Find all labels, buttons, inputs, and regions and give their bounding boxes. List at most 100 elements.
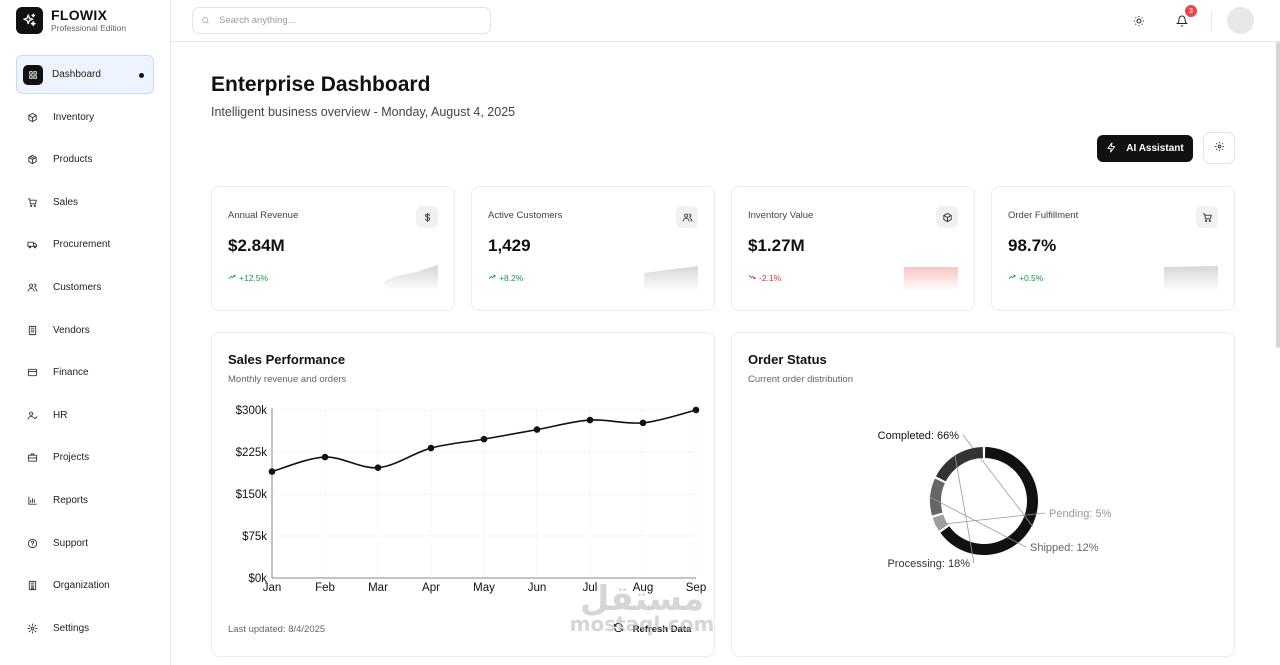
x-tick-label: May	[473, 582, 495, 594]
sidebar-item-hr[interactable]: HR	[16, 396, 154, 435]
data-point	[374, 464, 382, 471]
sparkles-icon	[16, 7, 43, 34]
kpi-change-value: +8.2%	[499, 273, 524, 283]
data-point	[427, 444, 435, 452]
order-status-donut-chart: Completed: 66% Pending: 5% Shipped: 12% Pro…	[878, 430, 1112, 570]
donut-label-completed: Completed: 66%	[878, 430, 960, 442]
sidebar-item-label: Inventory	[53, 111, 95, 123]
kpi-card-order-fulfillment[interactable]: Order Fulfillment 98.7% +0.5%	[991, 186, 1235, 311]
trend-up-icon	[228, 273, 236, 283]
avatar[interactable]	[1227, 7, 1254, 34]
kpi-sparkline	[644, 266, 698, 291]
data-point	[692, 406, 700, 414]
sidebar-item-vendors[interactable]: Vendors	[16, 311, 154, 350]
leader-line	[934, 512, 1046, 526]
kpi-change-value: +0.5%	[1019, 273, 1044, 283]
brand-name: FLOWIX	[51, 6, 108, 23]
sidebar: FLOWIX Professional Edition Dashboard Inv…	[0, 0, 171, 665]
search-input[interactable]	[219, 15, 479, 26]
sidebar-item-label: Organization	[53, 580, 110, 592]
sidebar-item-sales[interactable]: Sales	[16, 183, 154, 222]
data-point	[268, 468, 276, 475]
kpi-sparkline	[904, 267, 958, 291]
user-check-icon	[25, 408, 39, 422]
kpi-value: 1,429	[488, 236, 531, 255]
sidebar-item-settings[interactable]: Settings	[16, 609, 154, 648]
cart-icon	[25, 195, 39, 209]
sidebar-item-organization[interactable]: Organization	[16, 566, 154, 605]
active-indicator-dot	[139, 73, 144, 78]
brand-edition: Professional Edition	[51, 22, 127, 33]
page-subtitle: Intelligent business overview - Monday, …	[211, 105, 516, 119]
ai-assistant-label: AI Assistant	[1126, 143, 1184, 154]
scrollbar[interactable]	[1276, 42, 1280, 348]
brand[interactable]: FLOWIX Professional Edition	[16, 7, 126, 34]
gear-icon	[1214, 139, 1225, 157]
kpi-value: $2.84M	[228, 236, 285, 255]
grid-icon	[23, 64, 43, 85]
sidebar-item-customers[interactable]: Customers	[16, 268, 154, 307]
kpi-sparkline	[384, 265, 438, 291]
sidebar-item-label: Customers	[53, 281, 102, 293]
sidebar-item-procurement[interactable]: Procurement	[16, 225, 154, 264]
sidebar-item-label: Support	[53, 537, 89, 549]
kpi-label: Inventory Value	[748, 210, 814, 221]
sidebar-item-inventory[interactable]: Inventory	[16, 98, 154, 137]
bolt-icon	[1106, 141, 1117, 156]
divider	[1211, 11, 1212, 31]
ai-assistant-button[interactable]: AI Assistant	[1097, 135, 1193, 162]
sidebar-item-label: HR	[53, 409, 68, 421]
kpi-label: Annual Revenue	[228, 210, 299, 221]
sales-performance-card: Sales Performance Monthly revenue and or…	[211, 332, 715, 657]
sun-icon[interactable]	[1131, 13, 1147, 29]
topbar: 3	[171, 0, 1280, 42]
kpi-card-active-customers[interactable]: Active Customers 1,429 +8.2%	[471, 186, 715, 311]
donut-slice-pending	[932, 514, 949, 531]
search-box[interactable]	[192, 7, 491, 34]
sidebar-item-products[interactable]: Products	[16, 140, 154, 179]
office-icon	[25, 579, 39, 593]
settings-button[interactable]	[1203, 132, 1235, 164]
data-point	[480, 435, 488, 443]
box-icon	[936, 206, 958, 228]
donut-slice-processing	[935, 447, 984, 482]
sidebar-item-finance[interactable]: Finance	[16, 353, 154, 392]
bar-chart-icon	[25, 493, 39, 507]
y-tick-label: $75k	[242, 531, 267, 543]
sidebar-item-label: Finance	[53, 367, 89, 379]
kpi-change: +8.2%	[488, 273, 523, 283]
package-icon	[25, 153, 39, 167]
x-tick-label: Feb	[315, 582, 335, 594]
notification-badge: 3	[1185, 5, 1197, 17]
data-point	[586, 416, 594, 424]
sidebar-item-reports[interactable]: Reports	[16, 481, 154, 520]
kpi-label: Order Fulfillment	[1008, 210, 1079, 221]
kpi-label: Active Customers	[488, 210, 563, 221]
x-tick-label: Jan	[263, 582, 282, 594]
gear-icon	[25, 621, 39, 635]
sidebar-item-dashboard[interactable]: Dashboard	[16, 55, 154, 94]
y-tick-label: $150k	[236, 489, 268, 501]
kpi-card-annual-revenue[interactable]: Annual Revenue $2.84M +12.5%	[211, 186, 455, 311]
orders-title: Order Status	[748, 352, 827, 367]
y-tick-label: $225k	[236, 447, 268, 459]
refresh-icon	[613, 622, 624, 636]
sidebar-nav: Dashboard Inventory Products Sales Procureme…	[16, 55, 154, 651]
x-tick-label: Jul	[583, 582, 598, 594]
data-point	[533, 426, 541, 433]
kpi-change-value: +12.5%	[239, 273, 269, 283]
bell-icon[interactable]	[1174, 13, 1190, 29]
card-icon	[25, 366, 39, 380]
refresh-label: Refresh Data	[632, 623, 692, 635]
sidebar-item-support[interactable]: Support	[16, 524, 154, 563]
sidebar-item-projects[interactable]: Projects	[16, 438, 154, 477]
kpi-value: 98.7%	[1008, 236, 1057, 255]
sales-line-chart: $0k $75k $150k $225k $300k Jan Feb Mar Apr May Jun…	[236, 405, 707, 594]
trend-down-icon	[748, 273, 756, 283]
refresh-data-button[interactable]: Refresh Data	[604, 616, 700, 642]
kpi-card-inventory-value[interactable]: Inventory Value $1.27M -2.1%	[731, 186, 975, 311]
kpi-value: $1.27M	[748, 236, 805, 255]
donut-label-shipped: Shipped: 12%	[1030, 542, 1099, 554]
kpi-change-value: -2.1%	[759, 273, 782, 283]
last-updated: Last updated: 8/4/2025	[228, 624, 326, 635]
